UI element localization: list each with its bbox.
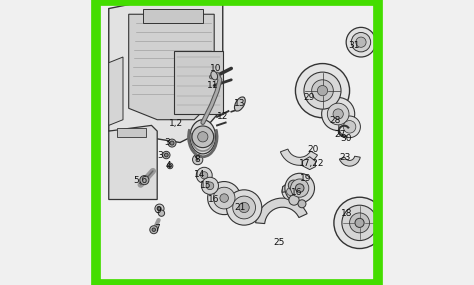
Polygon shape <box>129 14 214 120</box>
Text: 16: 16 <box>291 188 302 198</box>
Polygon shape <box>109 3 223 142</box>
Circle shape <box>196 167 212 183</box>
Wedge shape <box>339 156 360 166</box>
Circle shape <box>233 196 255 219</box>
Text: 9: 9 <box>155 206 161 215</box>
Circle shape <box>328 103 349 125</box>
Circle shape <box>167 163 173 169</box>
Circle shape <box>227 190 262 225</box>
Polygon shape <box>282 180 311 192</box>
Circle shape <box>158 210 164 216</box>
Circle shape <box>158 207 161 210</box>
Polygon shape <box>109 125 157 200</box>
Circle shape <box>318 86 328 96</box>
Text: 4: 4 <box>165 161 171 170</box>
Circle shape <box>152 228 155 231</box>
Text: 3: 3 <box>164 138 170 147</box>
Text: 10: 10 <box>210 64 221 73</box>
Wedge shape <box>281 149 318 165</box>
Text: 8: 8 <box>194 155 200 164</box>
Text: 11: 11 <box>207 81 219 90</box>
Text: 1,2: 1,2 <box>169 119 183 129</box>
Text: 21: 21 <box>234 203 246 212</box>
Text: 15: 15 <box>200 181 211 190</box>
Circle shape <box>355 218 364 227</box>
Text: 31: 31 <box>349 40 360 50</box>
Circle shape <box>168 139 176 147</box>
Circle shape <box>282 183 299 200</box>
Circle shape <box>334 197 385 249</box>
Circle shape <box>291 179 309 197</box>
Polygon shape <box>109 57 123 125</box>
Circle shape <box>140 176 149 185</box>
Circle shape <box>150 226 158 234</box>
Circle shape <box>198 132 208 142</box>
Circle shape <box>333 109 343 119</box>
Text: 5,6: 5,6 <box>133 176 147 186</box>
Circle shape <box>287 188 294 196</box>
Text: 19: 19 <box>300 174 312 184</box>
Circle shape <box>201 172 208 179</box>
Text: 12: 12 <box>217 112 228 121</box>
Circle shape <box>295 184 304 192</box>
Circle shape <box>295 64 349 118</box>
Circle shape <box>164 153 168 157</box>
Circle shape <box>339 116 360 138</box>
Text: 27: 27 <box>335 130 346 139</box>
Polygon shape <box>174 51 223 114</box>
Circle shape <box>322 97 355 131</box>
Circle shape <box>351 32 371 52</box>
Circle shape <box>304 72 341 109</box>
Ellipse shape <box>235 97 245 111</box>
Circle shape <box>285 173 315 203</box>
Circle shape <box>213 187 235 209</box>
Circle shape <box>239 202 249 213</box>
Text: 20: 20 <box>308 145 319 154</box>
Text: 17,22: 17,22 <box>299 158 324 168</box>
Ellipse shape <box>211 71 218 80</box>
Circle shape <box>201 177 219 194</box>
Text: 25: 25 <box>273 238 285 247</box>
Circle shape <box>288 180 299 190</box>
Circle shape <box>169 164 172 167</box>
Circle shape <box>220 194 228 202</box>
Circle shape <box>312 80 333 101</box>
Text: 16: 16 <box>209 195 220 204</box>
Circle shape <box>349 213 370 233</box>
Text: 14: 14 <box>194 170 206 179</box>
Text: 28: 28 <box>329 116 341 125</box>
Wedge shape <box>255 198 307 224</box>
Circle shape <box>298 200 306 208</box>
Circle shape <box>163 151 170 159</box>
Circle shape <box>206 182 214 190</box>
Polygon shape <box>302 157 315 170</box>
Circle shape <box>356 37 366 47</box>
Text: 7: 7 <box>154 224 160 233</box>
Circle shape <box>346 27 376 57</box>
Circle shape <box>192 126 214 148</box>
Text: 30: 30 <box>340 134 352 143</box>
Text: 3: 3 <box>157 151 163 160</box>
Circle shape <box>289 195 299 205</box>
Circle shape <box>208 182 241 215</box>
Text: 18: 18 <box>341 209 353 218</box>
Polygon shape <box>143 9 203 23</box>
Circle shape <box>155 204 164 213</box>
Text: 23: 23 <box>339 153 350 162</box>
Text: 13: 13 <box>234 99 246 108</box>
Circle shape <box>343 121 356 133</box>
Text: 29: 29 <box>303 93 315 102</box>
Polygon shape <box>117 128 146 137</box>
Circle shape <box>342 205 377 241</box>
Ellipse shape <box>190 120 216 154</box>
Circle shape <box>192 154 203 165</box>
Circle shape <box>170 141 174 145</box>
